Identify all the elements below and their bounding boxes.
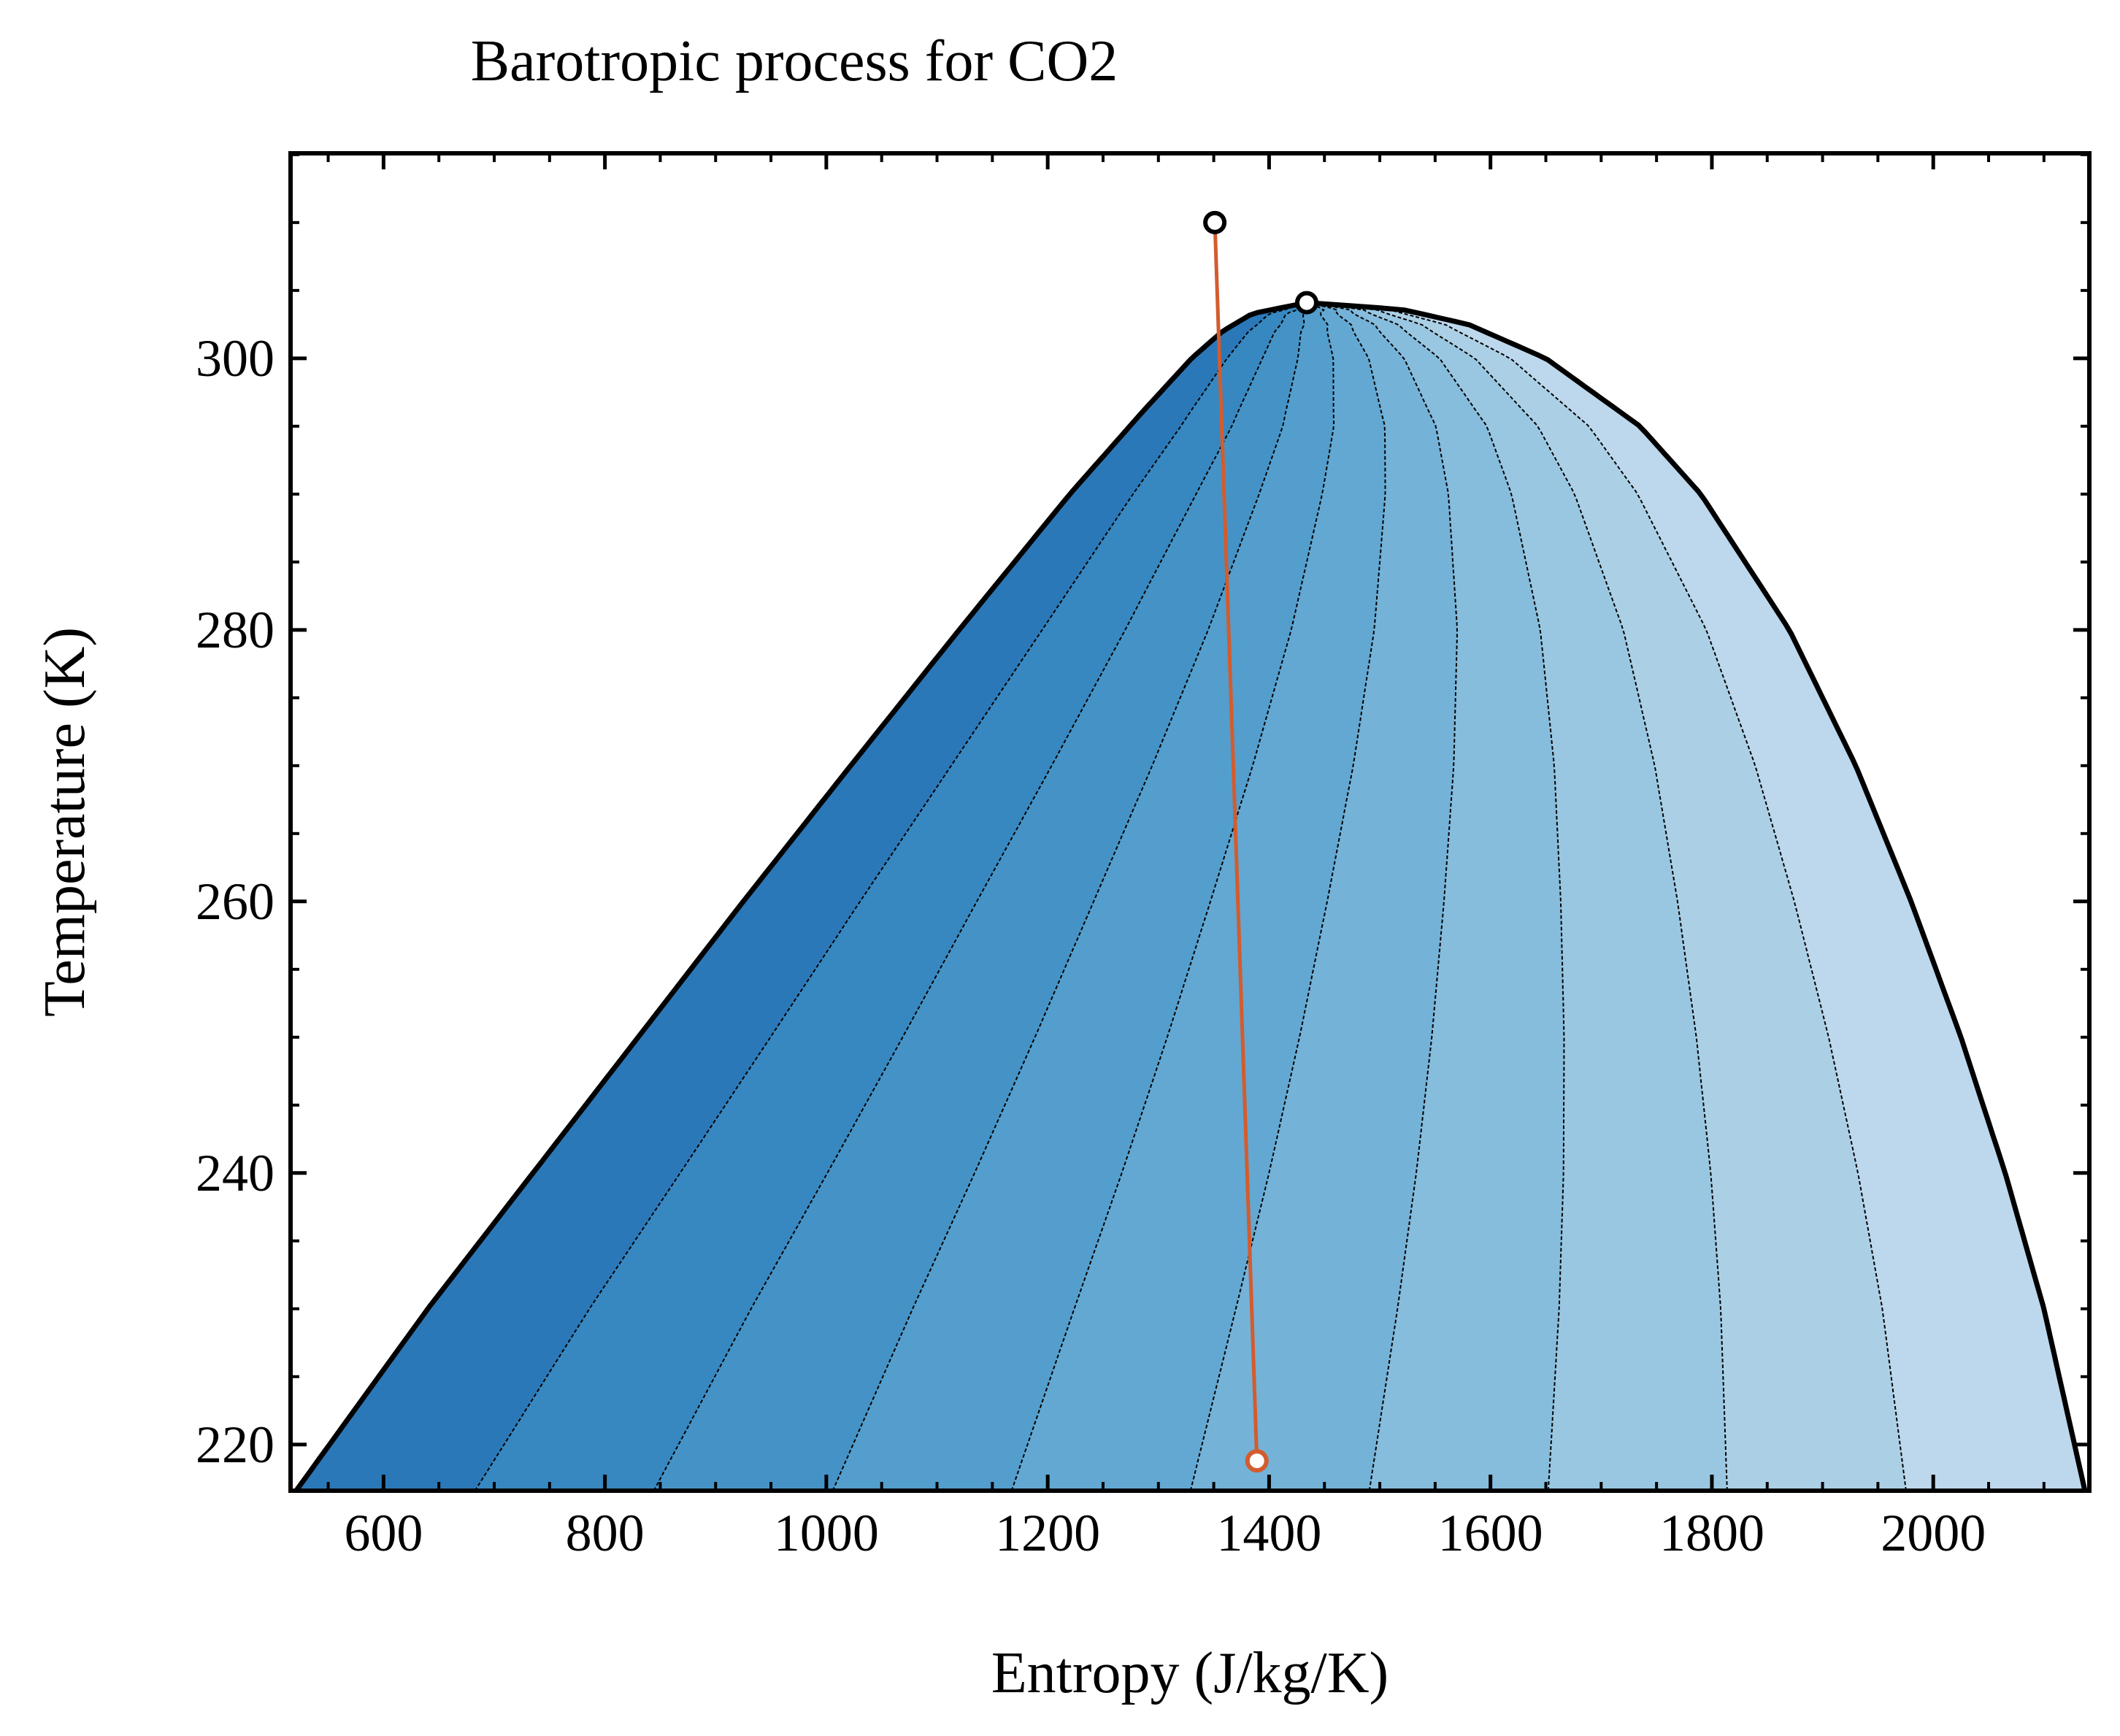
x-tick-label: 600 — [344, 1504, 423, 1562]
quality-line — [1306, 302, 1728, 1491]
quality-line — [1010, 302, 1335, 1491]
quality-line — [1306, 302, 1459, 1491]
quality-line — [1306, 302, 1907, 1491]
y-tick-label: 280 — [196, 601, 274, 659]
two-phase-quality-fills — [295, 302, 2086, 1491]
quality-line — [653, 302, 1307, 1491]
chart-title: Barotropic process for CO2 — [471, 29, 1118, 93]
y-axis-label: Temperature (K) — [33, 627, 97, 1017]
x-tick-label: 800 — [566, 1504, 645, 1562]
process-markers — [1203, 210, 1318, 1473]
y-tick-label: 220 — [196, 1416, 274, 1474]
y-tick-label: 240 — [196, 1144, 274, 1202]
process-marker — [1245, 1449, 1269, 1473]
quality-line — [1306, 302, 1565, 1491]
x-axis-label: Entropy (J/kg/K) — [991, 1641, 1389, 1705]
y-tick-label: 260 — [196, 872, 274, 931]
axes-frame — [288, 151, 2092, 1493]
process-line — [1213, 222, 1259, 1462]
tick-labels: 600 800 1000 1200 1400 1600 1800 2000 220 240 260 2… — [196, 329, 1986, 1562]
process-marker — [1294, 291, 1318, 315]
process-marker — [1203, 210, 1227, 234]
x-tick-label: 1200 — [995, 1504, 1100, 1562]
x-tick-label: 1400 — [1216, 1504, 1321, 1562]
x-tick-label: 1600 — [1438, 1504, 1543, 1562]
x-tick-label: 2000 — [1881, 1504, 1986, 1562]
quality-line — [1189, 302, 1386, 1491]
x-tick-label: 1000 — [774, 1504, 879, 1562]
quality-line — [832, 302, 1312, 1491]
x-tick-label: 1800 — [1659, 1504, 1764, 1562]
plot-area — [293, 210, 2088, 1491]
y-tick-label: 300 — [196, 329, 274, 388]
